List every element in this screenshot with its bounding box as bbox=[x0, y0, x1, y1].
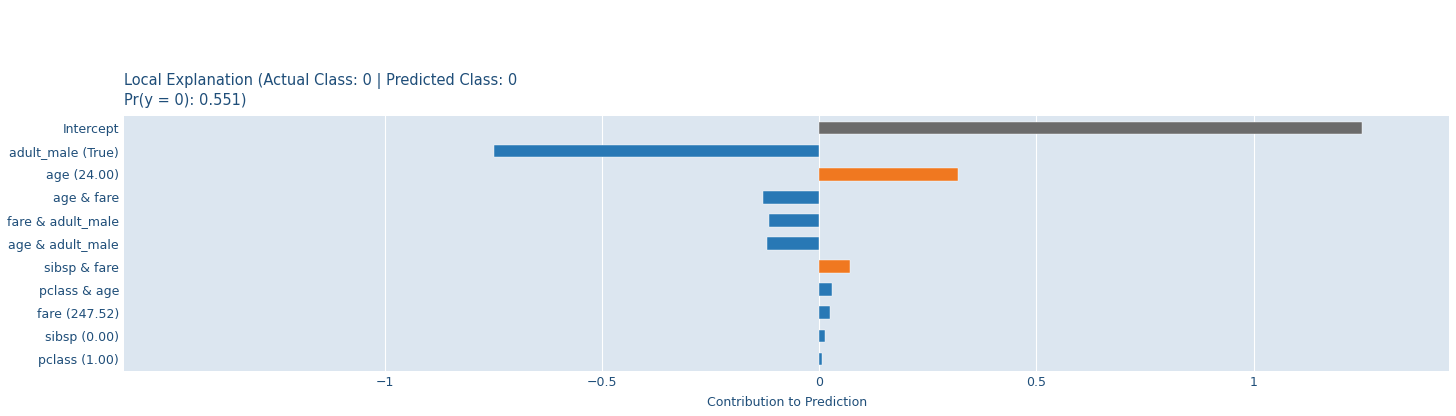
Bar bbox=[820, 353, 821, 365]
Bar bbox=[820, 329, 824, 342]
Bar bbox=[820, 283, 833, 296]
Bar bbox=[769, 214, 820, 227]
Bar bbox=[494, 145, 820, 158]
Bar bbox=[767, 237, 820, 250]
Bar bbox=[820, 168, 958, 181]
Bar bbox=[763, 191, 820, 204]
Text: Local Explanation (Actual Class: 0 | Predicted Class: 0
Pr(y = 0): 0.551): Local Explanation (Actual Class: 0 | Pre… bbox=[125, 72, 518, 109]
X-axis label: Contribution to Prediction: Contribution to Prediction bbox=[706, 396, 866, 409]
Bar bbox=[820, 307, 830, 319]
Bar bbox=[820, 121, 1363, 134]
Bar bbox=[820, 260, 850, 273]
